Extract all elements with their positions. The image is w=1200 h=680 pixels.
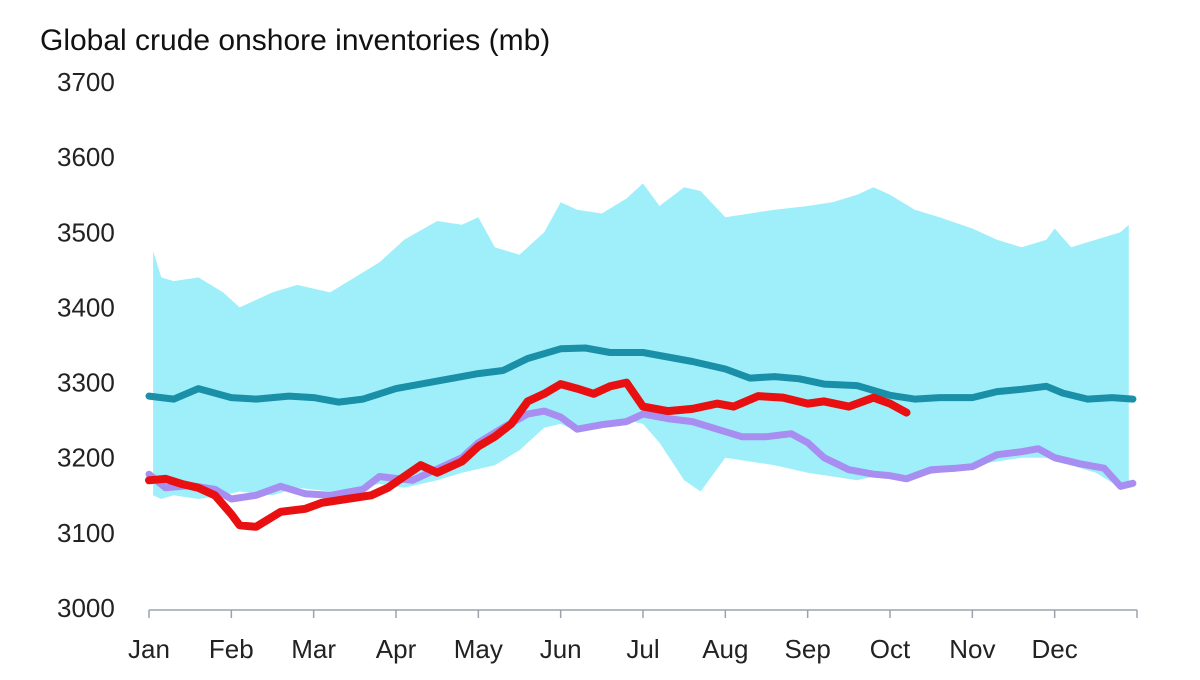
y-tick-label: 3200 bbox=[57, 443, 115, 473]
x-tick-label: Apr bbox=[376, 634, 417, 664]
x-tick-label: Sep bbox=[785, 634, 831, 664]
x-tick-label: Aug bbox=[702, 634, 748, 664]
x-tick-label: Feb bbox=[209, 634, 254, 664]
x-tick-label: Oct bbox=[870, 634, 911, 664]
y-tick-label: 3100 bbox=[57, 518, 115, 548]
y-tick-label: 3700 bbox=[57, 67, 115, 97]
x-tick-label: Jul bbox=[626, 634, 659, 664]
range-band bbox=[153, 183, 1129, 499]
range-band-layer bbox=[153, 183, 1129, 499]
y-tick-label: 3300 bbox=[57, 368, 115, 398]
x-tick-label: Mar bbox=[291, 634, 336, 664]
y-tick-label: 3000 bbox=[57, 593, 115, 623]
x-tick-label: May bbox=[454, 634, 503, 664]
x-tick-label: Jan bbox=[128, 634, 170, 664]
y-tick-label: 3400 bbox=[57, 292, 115, 322]
x-tick-label: Dec bbox=[1032, 634, 1078, 664]
chart-title: Global crude onshore inventories (mb) bbox=[40, 24, 550, 57]
series-line-purple bbox=[145, 407, 1137, 503]
y-tick-label: 3500 bbox=[57, 217, 115, 247]
x-tick-label: Nov bbox=[949, 634, 995, 664]
y-axis: 3000 3100 3200 3300 3400 3500 3600 3700 bbox=[57, 67, 115, 623]
series-line-teal bbox=[145, 344, 1137, 406]
x-axis: Jan Feb Mar Apr May Jun Jul Aug Sep Oct Nov Dec bbox=[128, 609, 1138, 664]
series-layer bbox=[145, 344, 1137, 531]
x-tick-label: Jun bbox=[540, 634, 582, 664]
y-tick-label: 3600 bbox=[57, 142, 115, 172]
series-line-red bbox=[145, 378, 911, 531]
